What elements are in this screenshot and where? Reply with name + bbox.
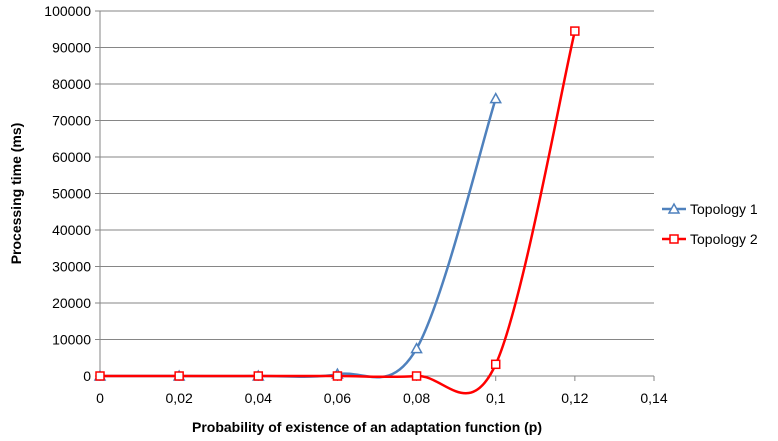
x-tick-label: 0,1 bbox=[486, 390, 506, 406]
series-line bbox=[100, 30, 577, 395]
y-tick-label: 30000 bbox=[52, 259, 91, 275]
y-tick-label: 0 bbox=[83, 368, 91, 384]
x-tick-labels: 0 0,02 0,04 0,06 0,08 0,1 0,12 0,14 bbox=[96, 390, 668, 406]
series-2 bbox=[95, 26, 580, 395]
legend-item-2: Topology 2 bbox=[662, 231, 758, 247]
data-point-triangle bbox=[410, 342, 423, 354]
gridlines bbox=[100, 10, 654, 340]
y-tick-label: 80000 bbox=[52, 76, 91, 92]
series bbox=[93, 26, 580, 395]
y-tick-label: 20000 bbox=[52, 295, 91, 311]
y-tick-label: 90000 bbox=[52, 40, 91, 56]
data-point-square bbox=[253, 371, 264, 381]
x-tick-label: 0,08 bbox=[403, 390, 430, 406]
y-tick-label: 60000 bbox=[52, 149, 91, 165]
data-point-square bbox=[570, 26, 580, 36]
y-tick-label: 50000 bbox=[52, 186, 91, 202]
x-tick-label: 0,02 bbox=[166, 390, 193, 406]
y-axis-title: Processing time (ms) bbox=[8, 123, 24, 265]
data-point-square bbox=[411, 371, 422, 381]
x-tick-label: 0 bbox=[96, 390, 104, 406]
series-line bbox=[100, 98, 497, 379]
y-tick-labels: 0 10000 20000 30000 40000 50000 60000 70000 8000… bbox=[44, 3, 91, 384]
legend-marker-square bbox=[669, 234, 679, 244]
y-tick-label: 10000 bbox=[52, 332, 91, 348]
y-tick-label: 100000 bbox=[44, 3, 91, 19]
legend: Topology 1 Topology 2 bbox=[662, 201, 758, 247]
axes bbox=[95, 10, 655, 381]
data-point-triangle bbox=[489, 92, 502, 104]
y-tick-label: 70000 bbox=[52, 113, 91, 129]
series-1 bbox=[93, 92, 502, 381]
legend-item-1: Topology 1 bbox=[662, 201, 758, 217]
legend-label: Topology 2 bbox=[690, 231, 758, 247]
x-tick-label: 0,06 bbox=[324, 390, 351, 406]
x-tick-label: 0,04 bbox=[245, 390, 272, 406]
x-tick-label: 0,12 bbox=[561, 390, 588, 406]
data-point-square bbox=[95, 371, 105, 381]
data-point-square bbox=[332, 371, 343, 381]
x-tick-label: 0,14 bbox=[640, 390, 667, 406]
x-axis-title: Probability of existence of an adaptatio… bbox=[192, 419, 542, 435]
legend-label: Topology 1 bbox=[690, 201, 758, 217]
data-point-square bbox=[490, 359, 501, 370]
y-tick-label: 40000 bbox=[52, 222, 91, 238]
data-point-square bbox=[174, 371, 184, 381]
legend-marker-triangle bbox=[667, 202, 681, 214]
